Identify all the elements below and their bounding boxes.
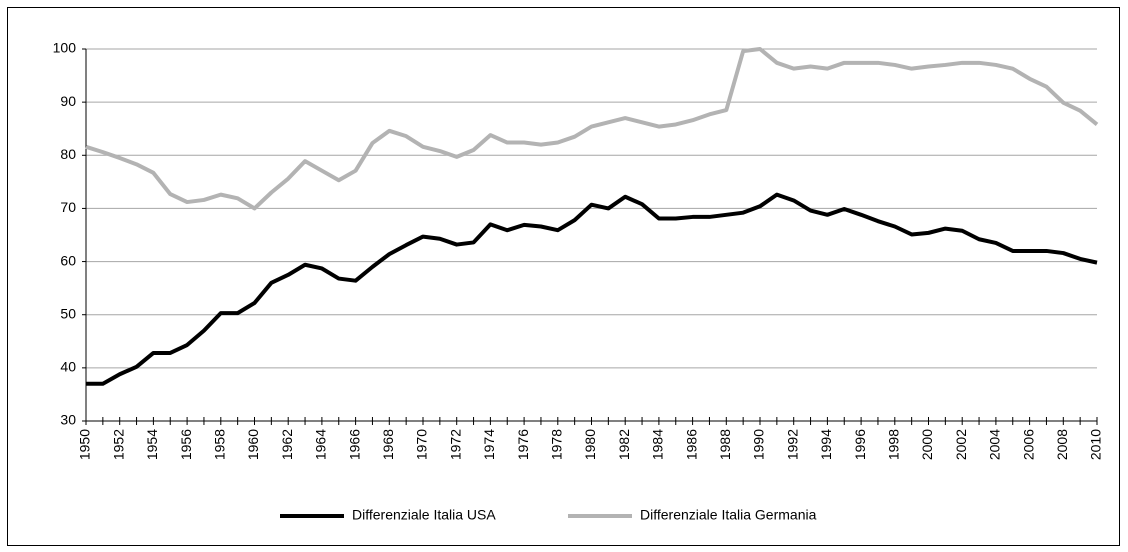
x-tick-label: 1980	[582, 429, 598, 460]
x-tick-label: 1970	[414, 429, 430, 460]
chart-frame	[7, 7, 1120, 546]
y-tick-label: 50	[60, 305, 76, 321]
line-series	[86, 192, 1098, 386]
line-series	[85, 47, 1099, 211]
x-tick-label: 1996	[852, 429, 868, 460]
x-tick-label: 2000	[919, 429, 935, 460]
x-tick-label: 1956	[178, 429, 194, 460]
x-tick-label: 1990	[751, 429, 767, 460]
x-tick-label: 2002	[953, 429, 969, 460]
x-tick-label: 1958	[212, 429, 228, 460]
y-tick-label: 30	[60, 412, 76, 428]
x-tick-label: 1976	[515, 429, 531, 460]
y-tick-label: 80	[60, 146, 76, 162]
x-tick-label: 1960	[245, 429, 261, 460]
x-tick-label: 1966	[346, 429, 362, 460]
x-tick-label: 1992	[784, 429, 800, 460]
x-tick-label: 1978	[549, 429, 565, 460]
x-tick-label: 2008	[1054, 429, 1070, 460]
y-tick-label: 40	[60, 359, 76, 375]
x-tick-label: 1964	[313, 429, 329, 460]
x-tick-label: 2006	[1020, 429, 1036, 460]
x-tick-label: 1962	[279, 429, 295, 460]
x-tick-label: 1998	[886, 429, 902, 460]
x-tick-label: 1954	[144, 429, 160, 460]
x-tick-label: 1984	[650, 429, 666, 460]
x-tick-label: 1974	[481, 429, 497, 460]
x-tick-label: 1952	[110, 429, 126, 460]
y-tick-label: 90	[60, 93, 76, 109]
x-tick-label: 1982	[616, 429, 632, 460]
y-tick-label: 70	[60, 199, 76, 215]
legend-label: Differenziale Italia Germania	[640, 507, 817, 523]
x-tick-label: 1994	[818, 429, 834, 460]
y-tick-label: 100	[53, 40, 77, 56]
x-tick-label: 1972	[447, 429, 463, 460]
y-tick-label: 60	[60, 252, 76, 268]
x-tick-label: 2010	[1088, 429, 1104, 460]
x-tick-label: 1988	[717, 429, 733, 460]
x-tick-label: 1968	[380, 429, 396, 460]
x-tick-label: 1986	[683, 429, 699, 460]
x-tick-label: 1950	[77, 429, 93, 460]
legend-label: Differenziale Italia USA	[352, 507, 496, 523]
x-tick-label: 2004	[987, 429, 1003, 460]
